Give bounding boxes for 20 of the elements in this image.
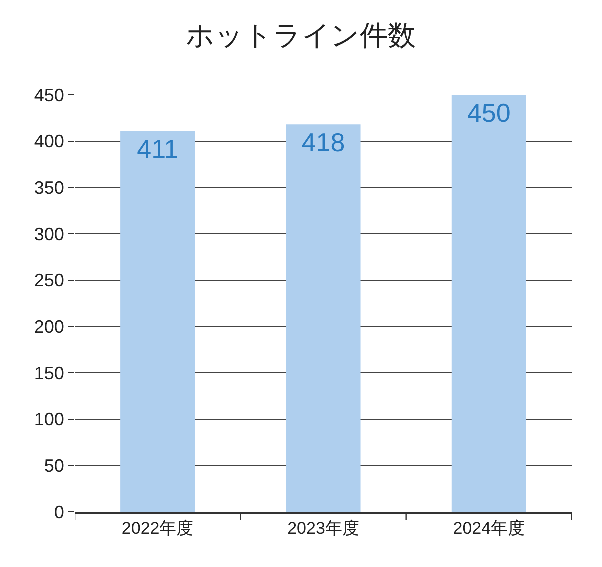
- data-label: 418: [302, 128, 346, 158]
- chart-title: ホットライン件数: [186, 20, 416, 52]
- y-tick-label: 200: [34, 316, 64, 337]
- y-tick-label: 250: [34, 270, 64, 291]
- y-tick-label: 450: [34, 85, 64, 106]
- y-tick-label: 350: [34, 178, 64, 198]
- x-tick-label: 2024年度: [453, 519, 526, 538]
- x-tick-label: 2023年度: [288, 519, 360, 538]
- y-tick-label: 0: [54, 502, 64, 522]
- y-tick-label: 100: [34, 410, 64, 430]
- data-label: 411: [137, 134, 179, 164]
- bar: [452, 95, 526, 512]
- bar: [120, 131, 196, 512]
- data-label: 450: [467, 98, 511, 128]
- y-tick-label: 400: [34, 132, 64, 152]
- bar: [286, 124, 361, 512]
- y-tick-label: 50: [44, 456, 64, 476]
- x-tick-label: 2022年度: [122, 519, 194, 538]
- y-tick-label: 300: [34, 224, 64, 244]
- y-tick-label: 150: [34, 363, 64, 384]
